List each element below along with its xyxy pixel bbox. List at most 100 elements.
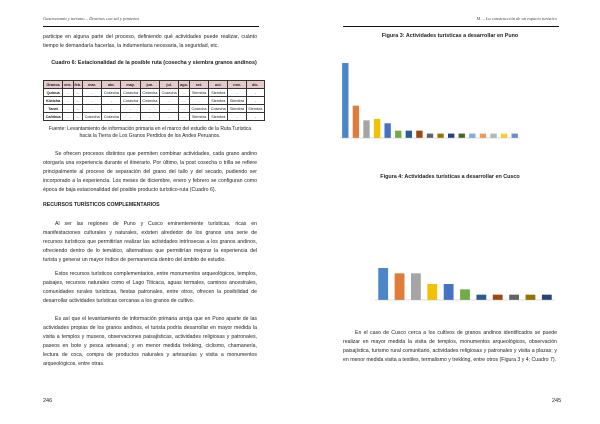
chart-bar <box>394 273 405 300</box>
table-cell: - <box>120 112 141 121</box>
chart-bar <box>476 294 487 300</box>
table-cell: Siembra <box>227 96 247 105</box>
chart-bar <box>469 133 476 138</box>
page-number: 246 <box>43 398 53 404</box>
table-cell: Quinua <box>42 88 64 97</box>
table-cell: Cosecha <box>120 96 141 105</box>
table-cell: Cosecha <box>101 112 122 121</box>
chart-bar <box>525 294 536 300</box>
column-header: mar. <box>81 80 103 89</box>
chart-bar <box>373 118 381 138</box>
table-cell: - <box>139 112 161 121</box>
table-title: Cuadro 6: Estacionalidad de la posible r… <box>51 60 257 66</box>
table-cell: - <box>159 112 180 121</box>
left-page: Gastronomía y turismo – Destinos con sal… <box>42 16 266 404</box>
table-cell: Cosecha <box>139 88 161 97</box>
chart-bar <box>416 130 423 138</box>
paragraph: Estos recursos turísticos complementario… <box>43 271 257 304</box>
cusco-chart <box>375 268 555 301</box>
column-header: set. <box>188 80 210 89</box>
table-cell: Siembra <box>227 104 247 113</box>
table-cell: - <box>62 96 74 105</box>
table-cell: - <box>120 104 141 113</box>
chart-bar <box>405 130 412 138</box>
table-row: Quinua - - - Cosecha Cosecha Cosecha Cosecha - Si… <box>42 88 266 97</box>
chart-bar <box>541 294 552 300</box>
table-cell: Cosecha <box>159 88 180 97</box>
table-cell: Siembra <box>245 104 266 113</box>
paragraph: Al ser las regiones de Puno y Cusco emin… <box>43 221 257 263</box>
chart-bar <box>437 133 444 138</box>
chart-bar <box>426 133 434 138</box>
table-cell: - <box>188 96 210 105</box>
column-header: jun. <box>139 80 161 89</box>
table-cell: - <box>245 96 266 105</box>
table-row: Cañihua - - Cosecha Cosecha - - - - Siembra Siembr… <box>42 112 266 121</box>
column-header: ago. <box>178 80 190 89</box>
column-header: Granos <box>42 80 64 89</box>
table-cell: - <box>178 88 190 97</box>
chart-bar <box>479 133 487 138</box>
chart-bar <box>395 130 402 138</box>
table-row: Kiwicha - - - - Cosecha Cosecha - - - Siembra Siemb… <box>42 96 266 105</box>
column-header: feb. <box>72 80 83 89</box>
header-rule <box>343 26 559 27</box>
paragraph: En el caso de Cusco cerca a los cultivos… <box>343 330 557 363</box>
table-cell: - <box>139 104 161 113</box>
table-cell: Cosecha <box>81 112 103 121</box>
table-cell: Siembra <box>188 112 210 121</box>
table-cell: - <box>245 112 266 121</box>
table-cell: - <box>62 88 74 97</box>
table-row: Tarwi - - - - - - - - Cosecha Cosecha Siembra Siembr… <box>42 104 266 113</box>
column-header: dic. <box>245 80 266 89</box>
page-number: 245 <box>552 398 562 404</box>
chart-bar <box>342 63 349 138</box>
column-header: ene. <box>62 80 74 89</box>
chart-bar <box>384 123 391 138</box>
figure-title: Figura 3: Actividades turísticas a desar… <box>381 33 519 39</box>
paragraph: Es así que el levantamiento de informaci… <box>43 316 257 367</box>
seasonality-table: Granos ene. feb. mar. abr. may. jun. jul. ago. se… <box>42 80 266 121</box>
table-cell: - <box>62 112 74 121</box>
table-cell: Siembra <box>188 88 210 97</box>
chart-bar <box>448 133 455 138</box>
table-cell: - <box>81 96 103 105</box>
chart-bar <box>427 284 438 300</box>
table-cell: Cosecha <box>120 88 141 97</box>
table-cell: - <box>159 104 180 113</box>
chart-bar <box>500 133 508 138</box>
table-cell: Siembra <box>208 112 229 121</box>
paragraph: Se ofrecen procesos distintos que permit… <box>43 151 257 193</box>
table-cell: - <box>101 104 122 113</box>
table-cell: - <box>62 104 74 113</box>
table-cell: Cañihua <box>42 112 64 121</box>
table-cell: - <box>178 96 190 105</box>
table-cell: - <box>159 96 180 105</box>
table-cell: Tarwi <box>42 104 64 113</box>
table-cell: - <box>178 104 190 113</box>
figure-title: Figura 4: Actividades turísticas a desar… <box>380 174 520 180</box>
paragraph: participe en alguna parte del proceso, d… <box>43 34 257 49</box>
table-source: Fuente: Levantamiento de información pri… <box>48 126 252 139</box>
table-cell: - <box>72 104 83 113</box>
chart-bar <box>443 284 454 300</box>
table-cell: - <box>101 96 122 105</box>
chart-bar <box>509 294 519 300</box>
column-header: jul. <box>159 80 180 89</box>
table-cell: - <box>178 112 190 121</box>
table-cell: - <box>72 112 83 121</box>
chart-bar <box>378 268 389 300</box>
running-header: Gastronomía y turismo – Destinos con sal… <box>43 16 139 21</box>
table-cell: Kiwicha <box>42 96 64 105</box>
table-cell: - <box>81 88 103 97</box>
column-header: may. <box>120 80 141 89</box>
table-cell: - <box>81 104 103 113</box>
table-cell: Cosecha <box>188 104 210 113</box>
table-cell: Siembra <box>208 88 229 97</box>
table-cell: - <box>227 112 247 121</box>
chart-bar <box>363 120 370 138</box>
chart-bar <box>492 294 503 300</box>
table-cell: - <box>227 88 247 97</box>
table-cell: - <box>72 88 83 97</box>
table-cell: Siembra <box>208 96 229 105</box>
